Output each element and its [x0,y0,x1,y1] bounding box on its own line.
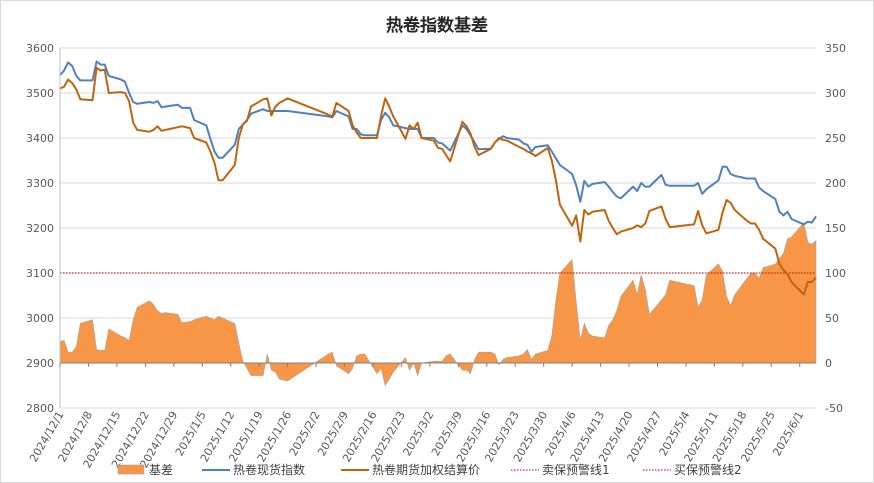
legend: 基差 热卷现货指数 热卷期货加权结算价 卖保预警线1 买保预警线2 [117,462,742,477]
right-axis-tick-label: 200 [825,177,846,190]
price-lines-layer [59,60,817,296]
left-axis-tick-label: 3000 [26,312,54,325]
left-axis-tick-label: 2900 [26,357,54,370]
basis-area-layer [59,221,817,387]
left-axis-tick-label: 3100 [26,267,54,280]
futures-settle-line [59,66,817,296]
right-axis-tick-label: 0 [825,357,832,370]
right-axis-tick-label: 250 [825,132,846,145]
right-axis-tick-label: 350 [825,42,846,55]
left-axis-tick-label: 3200 [26,222,54,235]
legend-label: 热卷现货指数 [233,462,305,477]
legend-label: 基差 [149,463,173,477]
legend-label: 热卷期货加权结算价 [372,462,480,477]
left-axis-tick-label: 3300 [26,177,54,190]
basis-area [59,221,817,387]
legend-label: 买保预警线2 [674,462,742,477]
spot-index-line [59,60,817,226]
legend-label: 卖保预警线1 [542,462,610,477]
right-axis-tick-label: 300 [825,87,846,100]
right-axis-tick-label: 150 [825,222,846,235]
chart-title: 热卷指数基差 [386,15,488,36]
left-axis-tick-label: 2800 [26,402,54,415]
right-axis-tick-label: -50 [825,402,843,415]
left-axis-tick-label: 3400 [26,132,54,145]
right-axis-tick-label: 50 [825,312,839,325]
axes-layer: 2800 2900 3000 3100 3200 3300 3400 3500 3600 -50 0… [26,42,846,470]
legend-swatch-basis [117,464,145,475]
left-axis-tick-label: 3600 [26,42,54,55]
right-axis-tick-label: 100 [825,267,846,280]
left-axis-tick-label: 3500 [26,87,54,100]
